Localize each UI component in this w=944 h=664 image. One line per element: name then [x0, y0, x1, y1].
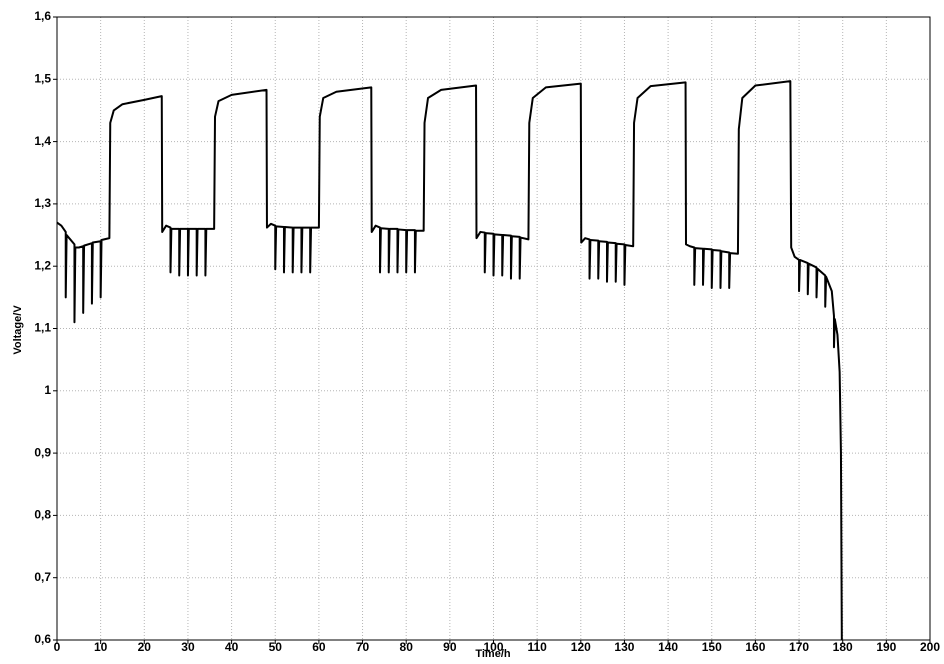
x-tick-label: 10 — [94, 640, 108, 654]
x-tick-label: 100 — [483, 640, 503, 654]
x-tick-label: 80 — [400, 640, 414, 654]
x-axis-label: Time/h — [475, 648, 511, 659]
x-tick-label: 70 — [356, 640, 370, 654]
x-tick-label: 40 — [225, 640, 239, 654]
y-tick-label: 1,6 — [34, 9, 51, 23]
x-tick-label: 30 — [181, 640, 195, 654]
y-tick-label: 1,1 — [34, 321, 51, 335]
x-tick-label: 180 — [833, 640, 853, 654]
x-tick-label: 140 — [658, 640, 678, 654]
x-tick-label: 0 — [54, 640, 61, 654]
y-tick-label: 0,9 — [34, 445, 51, 459]
y-tick-label: 1,2 — [34, 258, 51, 272]
x-tick-label: 120 — [571, 640, 591, 654]
y-tick-label: 0,6 — [34, 632, 51, 646]
plot-border — [56, 16, 931, 641]
data-line — [56, 80, 843, 641]
x-tick-label: 200 — [920, 640, 940, 654]
x-tick-label: 90 — [443, 640, 457, 654]
y-axis-label: Voltage/V — [12, 305, 24, 355]
y-tick-label: 1,3 — [34, 196, 51, 210]
x-tick-label: 150 — [702, 640, 722, 654]
x-tick-label: 170 — [789, 640, 809, 654]
x-tick-label: 190 — [876, 640, 896, 654]
x-tick-label: 130 — [614, 640, 634, 654]
x-tick-label: 60 — [312, 640, 326, 654]
x-tick-label: 160 — [745, 640, 765, 654]
y-tick-label: 1,5 — [34, 71, 51, 85]
x-tick-label: 20 — [138, 640, 152, 654]
x-tick-label: 50 — [269, 640, 283, 654]
y-tick-label: 0,7 — [34, 570, 51, 584]
y-tick-label: 1,4 — [34, 134, 51, 148]
y-tick-label: 0,8 — [34, 508, 51, 522]
x-tick-label: 110 — [527, 640, 547, 654]
y-tick-label: 1 — [44, 383, 51, 397]
